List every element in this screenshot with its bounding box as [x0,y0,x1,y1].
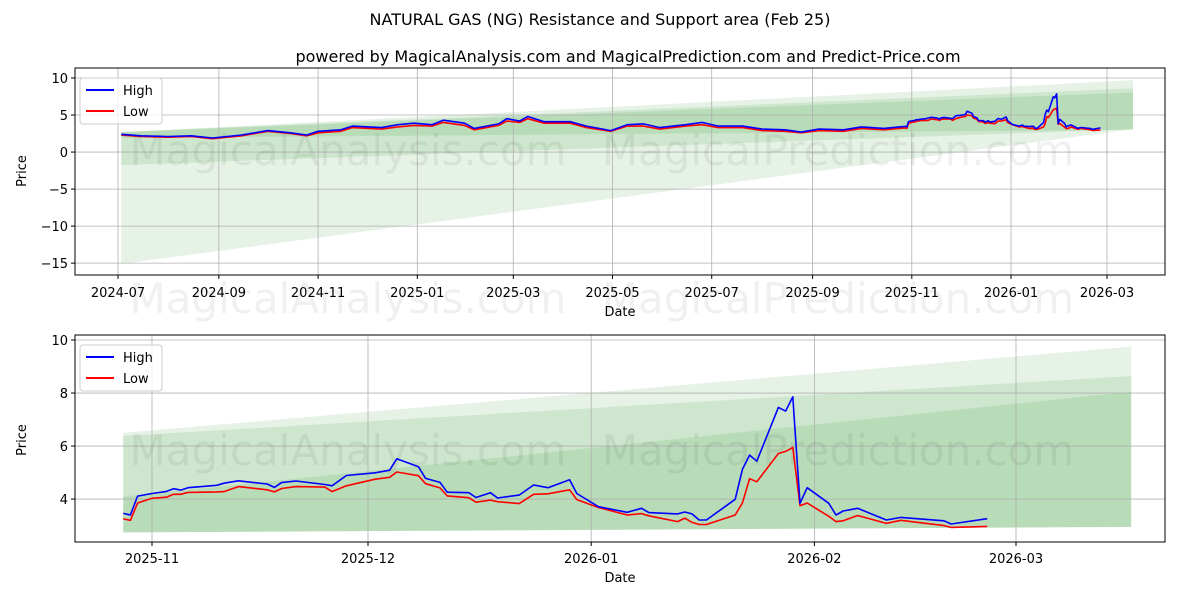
x-tick-label: 2026-02 [787,552,841,567]
support-resistance-band-0 [121,80,1134,264]
y-tick-label: −5 [49,183,68,198]
x-tick-label: 2024-11 [291,286,345,301]
x-tick-label: 2024-07 [91,286,145,301]
x-tick-label: 2025-11 [125,552,179,567]
y-tick-label: 10 [51,72,68,87]
y-tick-label: 5 [60,109,68,124]
y-tick-label: 8 [60,387,68,402]
watermark-text: MagicalPrediction.com [602,274,1075,323]
x-tick-label: 2025-07 [685,286,739,301]
y-tick-label: −15 [41,257,68,272]
y-tick-label: 10 [51,334,68,349]
legend-label-low: Low [123,105,149,120]
x-axis-label: Date [604,305,635,320]
x-tick-label: 2025-03 [486,286,540,301]
axes-frame [74,334,1166,543]
x-tick-label: 2026-03 [1080,286,1134,301]
legend-label-high: High [123,351,153,366]
low-series-line [123,446,988,529]
top-chart: 10 5 0 −5 −10 −15 2024-07 2024-09 2024-11 2025-01… [15,67,1166,323]
x-tick-label: 2025-01 [390,286,444,301]
y-axis-label: Price [15,424,30,456]
bottom-chart: 10 8 6 4 2025-11 2025-12 2026-01 2026-02 2026-03… [15,334,1166,586]
watermark-text: MagicalAnalysis.com [130,426,567,475]
high-series-line [121,93,1101,139]
x-tick-label: 2026-03 [989,552,1043,567]
x-tick-label: 2025-05 [585,286,639,301]
x-tick-label: 2026-01 [564,552,618,567]
support-resistance-band-2 [123,391,1132,533]
y-tick-label: 4 [60,493,68,508]
axes-frame [74,67,1166,276]
watermark-text: MagicalPrediction.com [602,126,1075,175]
legend-label-high: High [123,84,153,99]
y-tick-label: −10 [41,220,68,235]
x-tick-label: 2025-12 [341,552,395,567]
legend: High Low [79,77,163,125]
x-tick-label: 2025-11 [885,286,939,301]
low-series-line [121,107,1101,140]
watermark-text: MagicalPrediction.com [602,426,1075,475]
y-axis-label: Price [15,155,30,187]
support-resistance-band-1 [123,376,1132,533]
y-tick-label: 0 [60,146,68,161]
watermark-text: MagicalAnalysis.com [130,126,567,175]
chart-subtitle: powered by MagicalAnalysis.com and Magic… [295,47,960,66]
x-tick-label: 2025-09 [785,286,839,301]
x-tick-label: 2026-01 [984,286,1038,301]
x-tick-label: 2024-09 [192,286,246,301]
watermark-text: MagicalAnalysis.com [130,274,567,323]
y-tick-label: 6 [60,440,68,455]
chart-title: NATURAL GAS (NG) Resistance and Support … [370,10,831,29]
legend: High Low [79,344,163,392]
x-axis-label: Date [604,571,635,586]
high-series-line [123,395,988,525]
legend-label-low: Low [123,372,149,387]
